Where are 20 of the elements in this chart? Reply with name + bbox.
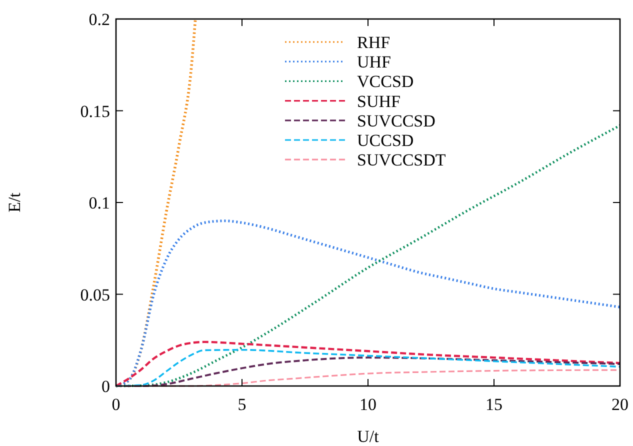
x-axis-title: U/t: [357, 427, 380, 446]
line-series: [114, 18, 197, 388]
y-tick-label: 0.05: [80, 285, 110, 304]
x-tick-label: 5: [238, 395, 246, 414]
legend-label: VCCSD: [357, 72, 414, 92]
y-tick-label: 0.1: [88, 194, 110, 212]
legend-label: UHF: [357, 52, 392, 72]
y-tick-label: 0.15: [80, 102, 110, 121]
legend-label: SUVCCSD: [357, 111, 436, 130]
y-axis-title: E/t: [5, 192, 24, 212]
legend-label: RHF: [357, 33, 390, 52]
x-tick-label: 15: [486, 395, 502, 414]
line-series: [114, 340, 622, 388]
legend-label: SUVCCSDT: [357, 150, 446, 170]
y-tick-label: 0: [102, 377, 110, 396]
legend-label: UCCSD: [357, 131, 414, 150]
x-tick-label: 20: [612, 395, 628, 414]
legend-label: SUHF: [357, 92, 400, 111]
y-tick-label: 0.2: [88, 10, 110, 29]
x-tick-label: 10: [360, 395, 376, 414]
